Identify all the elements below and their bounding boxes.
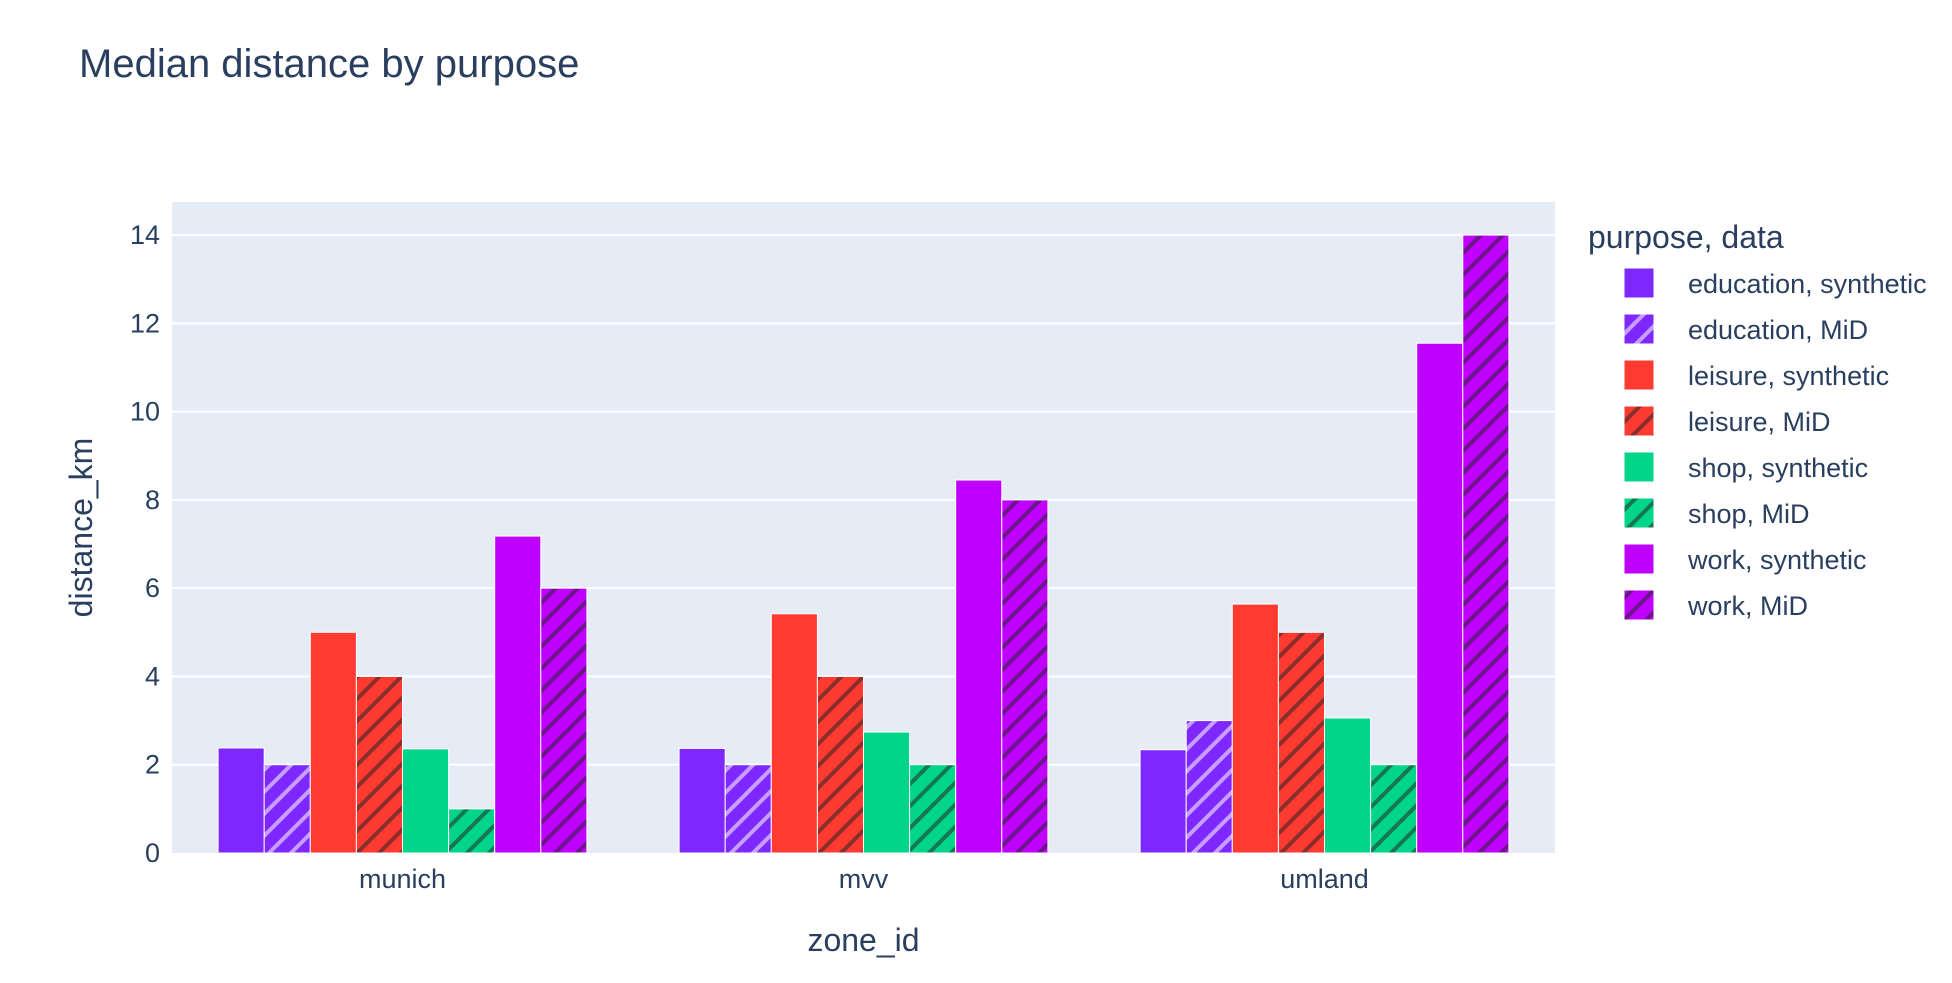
bar-shop-mid-munich (448, 808, 496, 854)
legend-label-education-mid: education, MiD (1688, 315, 1868, 345)
legend: purpose, data education, synthetic educat… (1588, 219, 1927, 621)
legend-title: purpose, data (1588, 219, 1784, 255)
bar-leisure-synthetic-mvv (770, 613, 818, 854)
x-axis-ticks: munich mvv umland (359, 864, 1369, 894)
bar-work-mid-umland (1462, 234, 1510, 854)
bar-shop-synthetic-umland (1324, 717, 1372, 854)
bar-education-synthetic-munich (217, 747, 265, 854)
y-axis-title: distance_km (63, 438, 99, 618)
y-tick-label: 0 (145, 838, 160, 868)
legend-label-education-synthetic: education, synthetic (1688, 269, 1927, 299)
bar-education-mid-mvv (724, 764, 772, 854)
bar-education-synthetic-umland (1139, 749, 1187, 854)
legend-swatch-shop-mid (1623, 497, 1655, 529)
bar-work-synthetic-umland (1416, 342, 1464, 854)
chart-title: Median distance by purpose (79, 42, 580, 86)
legend-label-work-mid: work, MiD (1687, 591, 1808, 621)
y-tick-label: 2 (145, 750, 160, 780)
bar-leisure-synthetic-umland (1231, 603, 1279, 854)
legend-swatch-leisure-synthetic (1623, 359, 1655, 391)
bar-leisure-mid-mvv (816, 675, 865, 854)
bar-work-mid-mvv (1001, 499, 1049, 854)
bar-shop-synthetic-mvv (863, 731, 911, 854)
y-tick-label: 8 (145, 485, 160, 515)
legend-swatch-leisure-mid (1623, 405, 1655, 437)
bar-leisure-mid-munich (355, 675, 403, 854)
bar-leisure-synthetic-munich (309, 631, 357, 854)
bar-shop-mid-umland (1370, 764, 1418, 854)
y-tick-label: 12 (130, 308, 160, 338)
y-tick-label: 4 (145, 661, 160, 691)
bar-education-mid-munich (263, 764, 311, 854)
bars (217, 234, 1510, 854)
legend-swatch-education-synthetic (1623, 267, 1655, 299)
x-axis-title: zone_id (807, 922, 919, 958)
legend-swatch-work-synthetic (1623, 543, 1655, 575)
bar-leisure-mid-umland (1277, 631, 1326, 854)
legend-swatch-work-mid (1623, 589, 1655, 621)
legend-swatch-education-mid (1623, 313, 1655, 345)
legend-label-shop-mid: shop, MiD (1688, 499, 1810, 529)
y-tick-label: 6 (145, 573, 160, 603)
bar-work-mid-munich (540, 587, 588, 854)
bar-education-synthetic-mvv (678, 747, 726, 854)
legend-label-leisure-synthetic: leisure, synthetic (1688, 361, 1889, 391)
x-tick-label: umland (1280, 864, 1369, 894)
bar-work-synthetic-munich (494, 535, 542, 854)
bar-shop-mid-mvv (909, 764, 957, 854)
legend-swatch-shop-synthetic (1623, 451, 1655, 483)
bar-work-synthetic-mvv (955, 479, 1003, 854)
y-tick-label: 10 (130, 397, 160, 427)
x-tick-label: mvv (839, 864, 889, 894)
legend-label-shop-synthetic: shop, synthetic (1688, 453, 1868, 483)
y-tick-label: 14 (130, 220, 160, 250)
bar-shop-synthetic-munich (402, 748, 450, 854)
x-tick-label: munich (359, 864, 446, 894)
bar-education-mid-umland (1185, 720, 1233, 854)
y-axis-ticks: 0 2 4 6 8 10 12 14 (130, 220, 160, 868)
legend-label-work-synthetic: work, synthetic (1687, 545, 1867, 575)
legend-label-leisure-mid: leisure, MiD (1688, 407, 1831, 437)
